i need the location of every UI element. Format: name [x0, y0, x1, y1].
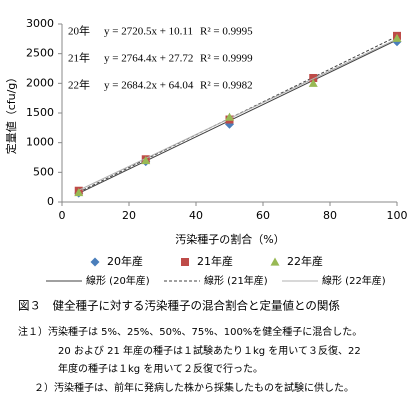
- fit-r2: R² = 0.9995: [200, 26, 253, 38]
- fit-equation: y = 2764.4x + 27.72: [104, 53, 193, 65]
- fit-equation: y = 2720.5x + 10.11: [104, 26, 193, 38]
- y-tick-label: 500: [33, 165, 54, 178]
- marker: [74, 188, 84, 197]
- legend-marker: [181, 258, 189, 266]
- y-axis-label: 定量値（cfu/g）: [4, 72, 18, 155]
- fit-year: 20年: [68, 24, 90, 38]
- x-tick-label: 60: [256, 209, 270, 222]
- caption: 図３ 健全種子に対する汚染種子の混合割合と定量値との関係: [18, 299, 340, 313]
- legend-label: 21年産: [197, 254, 233, 268]
- note: ２）汚染種子は、前年に発病した株から採集したものを試験に供した。: [34, 381, 354, 394]
- legend-label: 線形 (22年産): [322, 274, 386, 287]
- y-tick-label: 1000: [26, 136, 54, 149]
- marker: [225, 112, 234, 121]
- legend-marker: [270, 257, 280, 266]
- x-tick-label: 100: [387, 209, 408, 222]
- fit-equation: y = 2684.2x + 64.04: [104, 80, 194, 92]
- note: 注１）汚染種子は 5%、25%、50%、75%、100%を健全種子に混合した。: [18, 325, 362, 338]
- y-tick-label: 2500: [26, 47, 54, 60]
- marker: [308, 78, 318, 87]
- y-tick-label: 3000: [26, 17, 54, 30]
- legend-marker: [90, 257, 100, 267]
- marker: [392, 33, 402, 42]
- y-tick-label: 0: [47, 195, 54, 208]
- trend-line: [78, 39, 398, 194]
- fit-r2: R² = 0.9982: [200, 80, 253, 92]
- note: 20 および 21 年産の種子は１試験あたり１kg を用いて３反復、22: [58, 344, 361, 357]
- marker: [141, 155, 151, 165]
- x-tick-label: 40: [189, 209, 203, 222]
- x-tick-label: 20: [122, 209, 136, 222]
- legend-label: 20年産: [107, 254, 143, 268]
- legend-label: 線形 (21年産): [204, 274, 268, 287]
- fit-r2: R² = 0.9999: [200, 53, 253, 65]
- marker: [309, 73, 318, 82]
- x-tick-label: 0: [59, 209, 66, 222]
- note: 年度の種子は１kg を用いて２反復で行った。: [58, 362, 263, 375]
- legend-label: 線形 (20年産): [86, 274, 150, 287]
- trend-line: [78, 38, 398, 191]
- y-tick-label: 2000: [26, 76, 54, 89]
- x-axis-label: 汚染種子の割合（%）: [175, 232, 284, 246]
- x-tick-label: 80: [323, 209, 337, 222]
- legend-label: 22年産: [287, 254, 323, 268]
- fit-year: 22年: [68, 78, 90, 92]
- y-tick-label: 1500: [26, 106, 54, 119]
- fit-year: 21年: [68, 51, 90, 65]
